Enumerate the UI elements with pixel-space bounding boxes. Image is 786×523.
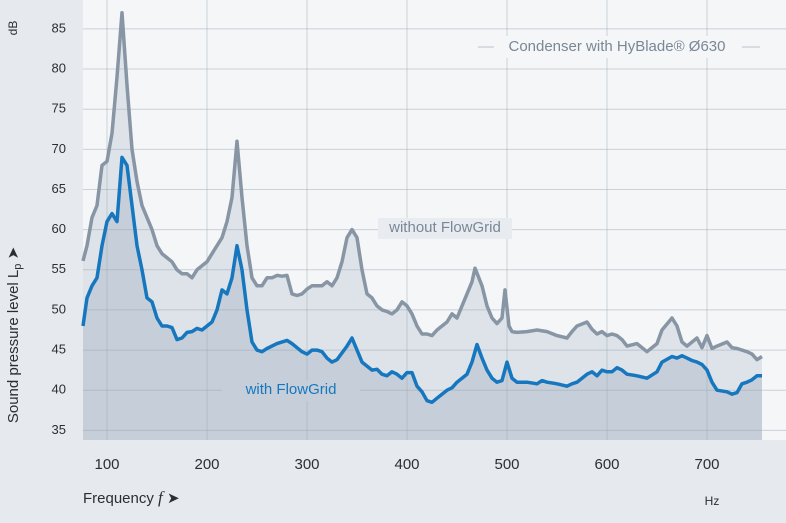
y-tick-label: 80 [52, 60, 66, 75]
x-tick-label: 600 [594, 456, 619, 473]
annotation-box [378, 218, 512, 239]
x-tick-label: 400 [394, 456, 419, 473]
line [81, 11, 763, 362]
y-tick-label: 50 [52, 301, 66, 316]
y-tick-label: 35 [52, 422, 66, 437]
x-axis-title: Frequency f ➤ [83, 488, 180, 507]
x-unit: Hz [705, 494, 720, 508]
y-tick-label: 65 [52, 181, 66, 196]
annotation-box [222, 380, 360, 401]
y-tick-label: 85 [52, 20, 66, 35]
x-tick-label: 700 [694, 456, 719, 473]
x-axis-title-part: Frequency [83, 490, 158, 507]
y-tick-label: 40 [52, 382, 66, 397]
area [83, 12, 762, 441]
y-tick-label: 70 [52, 141, 66, 156]
x-axis-title-part: ➤ [163, 490, 180, 507]
y-tick-label: 55 [52, 261, 66, 276]
x-tick-label: 200 [194, 456, 219, 473]
x-tick-label: 100 [94, 456, 119, 473]
area [83, 157, 762, 440]
y-axis-title: Sound pressure level Lp ➤ [5, 247, 24, 423]
annotation: without FlowGrid [388, 219, 501, 236]
x-axis-title-part: f [158, 488, 165, 507]
y-tick-label: 75 [52, 101, 66, 116]
annotation-box [494, 36, 742, 58]
x-tick-label: 300 [294, 456, 319, 473]
y-tick-label: 60 [52, 221, 66, 236]
y-axis-title-part: ➤ [5, 247, 22, 264]
y-unit: dB [6, 21, 20, 36]
y-axis-title-sub: p [12, 264, 24, 270]
annotation: Condenser with HyBlade® Ø630 [508, 38, 725, 55]
x-tick-label: 500 [494, 456, 519, 473]
y-axis-title-part: Sound pressure level L [5, 270, 22, 423]
line [81, 155, 762, 405]
y-tick-label: 45 [52, 342, 66, 357]
annotation: with FlowGrid [245, 381, 337, 398]
